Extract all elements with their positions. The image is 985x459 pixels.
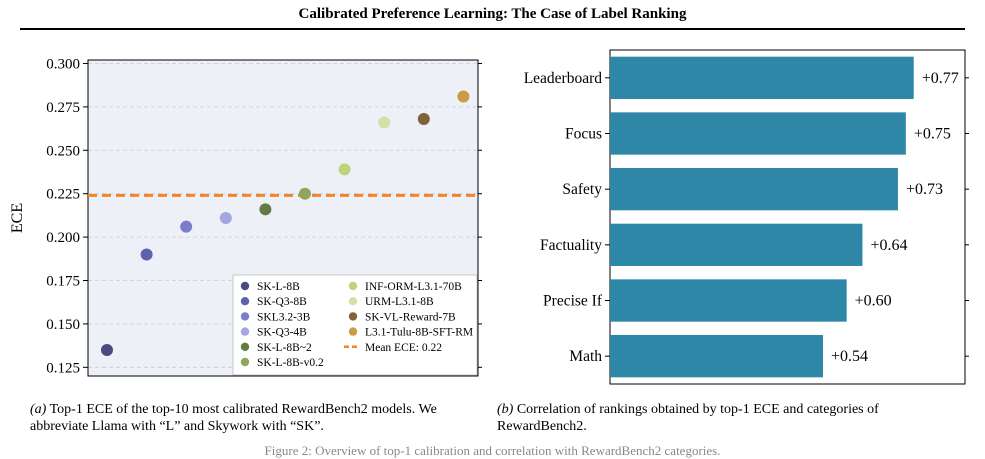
legend-marker: [240, 281, 250, 291]
legend-entry-label: SK-Q3-4B: [257, 327, 307, 339]
plot-frame-a: [87, 59, 479, 377]
correlation-bar-chart: Leaderboard +0.77 Focus +0.75 Safety +0.73 Fac…: [524, 49, 969, 385]
bar: [610, 223, 863, 266]
legend-box-a: [232, 274, 478, 376]
caption-a-text: Top-1 ECE of the top-10 most calibrated …: [30, 402, 437, 434]
scatter-point: [259, 203, 272, 216]
ytick-label: 0.200: [46, 230, 80, 246]
category-label: Precise If: [543, 293, 603, 310]
legend-entry-label: SK-L-8B: [257, 281, 300, 293]
legend-entry-label: SK-VL-Reward-7B: [365, 311, 456, 323]
legend-marker: [240, 312, 250, 321]
bar-value-label: +0.75: [914, 126, 951, 143]
ytick-label: 0.175: [46, 274, 80, 290]
bar-value-label: +0.54: [831, 348, 868, 365]
legend-entry-label: L3.1-Tulu-8B-SFT-RM: [365, 327, 473, 339]
bar-value-label: +0.77: [922, 70, 959, 87]
scatter-point: [219, 212, 232, 224]
category-label: Factuality: [540, 237, 602, 254]
bar-value-label: +0.64: [870, 237, 907, 254]
legend-entry-label: SK-L-8B~2: [257, 342, 312, 354]
figure-footer-note: Figure 2: Overview of top-1 calibration …: [264, 443, 721, 458]
ytick-label: 0.275: [46, 100, 80, 116]
category-label: Leaderboard: [524, 70, 603, 87]
legend-marker: [348, 327, 358, 336]
legend-entry-label: SK-Q3-8B: [257, 296, 307, 308]
ytick-label: 0.300: [46, 56, 80, 72]
legend-marker: [348, 312, 358, 321]
ytick-label: 0.150: [46, 317, 80, 333]
scatter-point: [338, 163, 351, 176]
caption-b-text: Correlation of rankings obtained by top-…: [497, 402, 879, 434]
legend-entry-label: SK-L-8B-v0.2: [257, 357, 324, 369]
header-rule: [20, 28, 965, 30]
legend-marker: [240, 357, 250, 367]
scatter-point: [299, 187, 311, 200]
category-label: Focus: [565, 126, 602, 143]
scatter-point: [417, 113, 430, 126]
legend-entry-label: INF-ORM-L3.1-70B: [365, 281, 462, 293]
scatter-point: [378, 116, 391, 129]
ece-scatter-chart: 0.125 0.150 0.175 0.200 0.225 0.250 0.275 0.300…: [9, 56, 482, 377]
legend-entry-label: Mean ECE: 0.22: [365, 342, 442, 354]
bar: [610, 279, 847, 322]
legend-entry-label: URM-L3.1-8B: [365, 296, 434, 308]
scatter-point: [101, 343, 113, 356]
category-label: Safety: [562, 181, 602, 198]
ytick-label: 0.225: [46, 187, 80, 203]
scatter-point: [140, 248, 153, 261]
scatter-point: [180, 220, 193, 233]
legend-marker: [240, 297, 250, 306]
bar-value-label: +0.60: [855, 293, 892, 310]
bar: [610, 112, 906, 155]
legend-marker: [240, 327, 250, 336]
bar: [610, 56, 914, 99]
legend-entry-label: SKL3.2-3B: [257, 311, 311, 323]
plot-frame-b: [609, 49, 966, 385]
y-axis-label: ECE: [9, 203, 26, 233]
page-title: Calibrated Preference Learning: The Case…: [298, 6, 687, 22]
legend-marker: [240, 342, 250, 351]
bar: [610, 168, 898, 211]
bar: [610, 335, 823, 378]
caption-a-label: (a): [30, 402, 47, 417]
bar-value-label: +0.73: [906, 181, 943, 198]
ytick-label: 0.250: [46, 143, 80, 159]
caption-b: (b) Correlation of rankings obtained by …: [497, 401, 967, 435]
category-label: Math: [569, 348, 602, 365]
legend-marker: [348, 297, 358, 306]
ytick-label: 0.125: [46, 360, 80, 376]
legend-marker: [348, 281, 358, 291]
caption-b-label: (b): [497, 402, 514, 417]
scatter-point: [457, 90, 470, 103]
caption-a: (a) Top-1 ECE of the top-10 most calibra…: [30, 401, 490, 435]
